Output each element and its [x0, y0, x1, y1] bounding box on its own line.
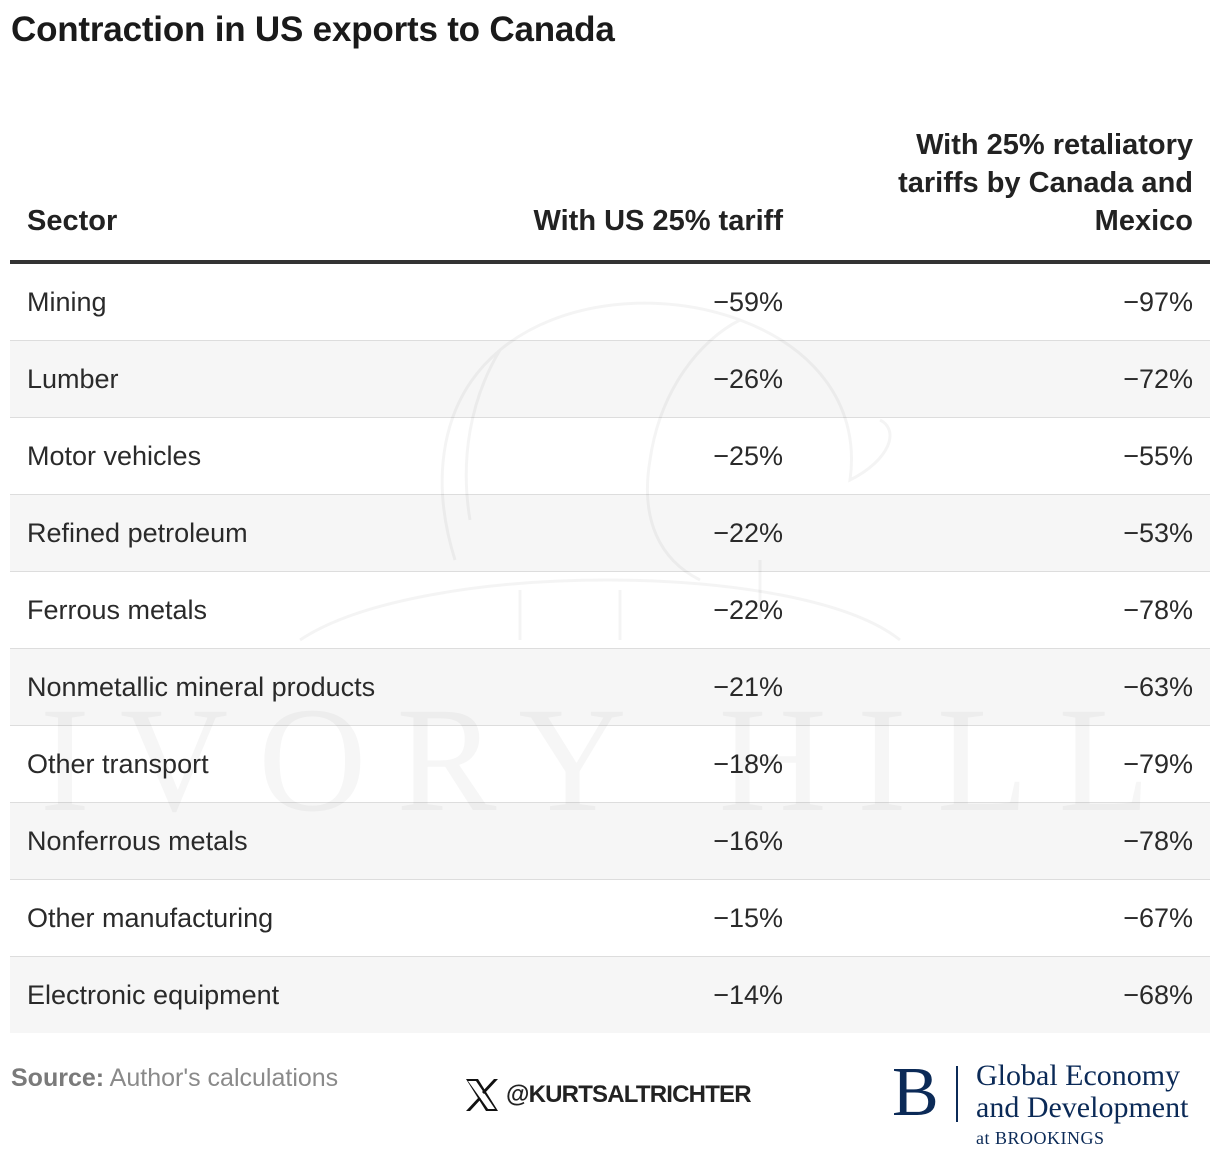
chart-title: Contraction in US exports to Canada	[11, 10, 615, 49]
table-row: Nonmetallic mineral products −21% −63%	[10, 649, 1210, 726]
sector-cell: Mining	[27, 287, 107, 317]
sector-cell: Other manufacturing	[27, 903, 274, 933]
header-us-tariff: With US 25% tariff	[533, 205, 784, 237]
retaliatory-cell: −68%	[1123, 980, 1193, 1010]
data-table: Sector With US 25% tariff With 25% retal…	[10, 126, 1210, 1033]
retaliatory-cell: −67%	[1123, 903, 1193, 933]
sector-cell: Refined petroleum	[27, 518, 248, 548]
table-body: Mining −59% −97% Lumber −26% −72% Motor vehicl…	[10, 264, 1210, 1033]
brookings-b-mark: B	[892, 1054, 939, 1131]
retaliatory-cell: −79%	[1123, 749, 1193, 779]
retaliatory-cell: −55%	[1123, 441, 1193, 471]
x-handle-text: @KURTSALTRICHTER	[506, 1081, 752, 1108]
us-tariff-cell: −25%	[713, 441, 783, 471]
us-tariff-cell: −59%	[713, 287, 783, 317]
sector-cell: Other transport	[27, 749, 209, 779]
table-row: Electronic equipment −14% −68%	[10, 957, 1210, 1033]
table-row: Ferrous metals −22% −78%	[10, 572, 1210, 649]
sector-cell: Motor vehicles	[27, 441, 202, 471]
us-tariff-cell: −22%	[713, 595, 783, 625]
us-tariff-cell: −18%	[713, 749, 783, 779]
brookings-logo: B Global Economy and Development at BROO…	[892, 1058, 1212, 1150]
us-tariff-cell: −16%	[713, 826, 783, 856]
source-note: Source: Author's calculations	[11, 1064, 338, 1093]
table-row: Other manufacturing −15% −67%	[10, 880, 1210, 957]
retaliatory-cell: −78%	[1123, 826, 1193, 856]
table-row: Refined petroleum −22% −53%	[10, 495, 1210, 572]
table-header: Sector With US 25% tariff With 25% retal…	[10, 126, 1210, 264]
sector-cell: Ferrous metals	[27, 595, 208, 625]
sector-cell: Nonmetallic mineral products	[27, 672, 376, 702]
retaliatory-cell: −63%	[1123, 672, 1193, 702]
sector-cell: Nonferrous metals	[27, 826, 248, 856]
retaliatory-cell: −97%	[1123, 287, 1193, 317]
brand-divider	[956, 1066, 958, 1122]
retaliatory-cell: −78%	[1123, 595, 1193, 625]
table-row: Motor vehicles −25% −55%	[10, 418, 1210, 495]
retaliatory-cell: −53%	[1123, 518, 1193, 548]
table-row: Nonferrous metals −16% −78%	[10, 803, 1210, 880]
us-tariff-cell: −21%	[713, 672, 783, 702]
us-tariff-cell: −26%	[713, 364, 783, 394]
sector-cell: Electronic equipment	[27, 980, 280, 1010]
table-row: Lumber −26% −72%	[10, 341, 1210, 418]
brand-line-1: Global Economy	[976, 1059, 1181, 1092]
source-label: Source:	[11, 1064, 105, 1092]
x-handle: @KURTSALTRICHTER	[462, 1074, 752, 1116]
header-sector: Sector	[27, 205, 118, 237]
header-retaliatory: With 25% retaliatory tariffs by Canada a…	[898, 129, 1193, 237]
us-tariff-cell: −22%	[713, 518, 783, 548]
us-tariff-cell: −15%	[713, 903, 783, 933]
table-row: Mining −59% −97%	[10, 264, 1210, 341]
brand-line-3: at BROOKINGS	[976, 1128, 1105, 1148]
x-logo-icon	[466, 1079, 498, 1111]
brand-line-2: and Development	[976, 1091, 1189, 1124]
us-tariff-cell: −14%	[713, 980, 783, 1010]
table-row: Other transport −18% −79%	[10, 726, 1210, 803]
sector-cell: Lumber	[27, 364, 119, 394]
source-text: Author's calculations	[109, 1064, 339, 1092]
retaliatory-cell: −72%	[1123, 364, 1193, 394]
